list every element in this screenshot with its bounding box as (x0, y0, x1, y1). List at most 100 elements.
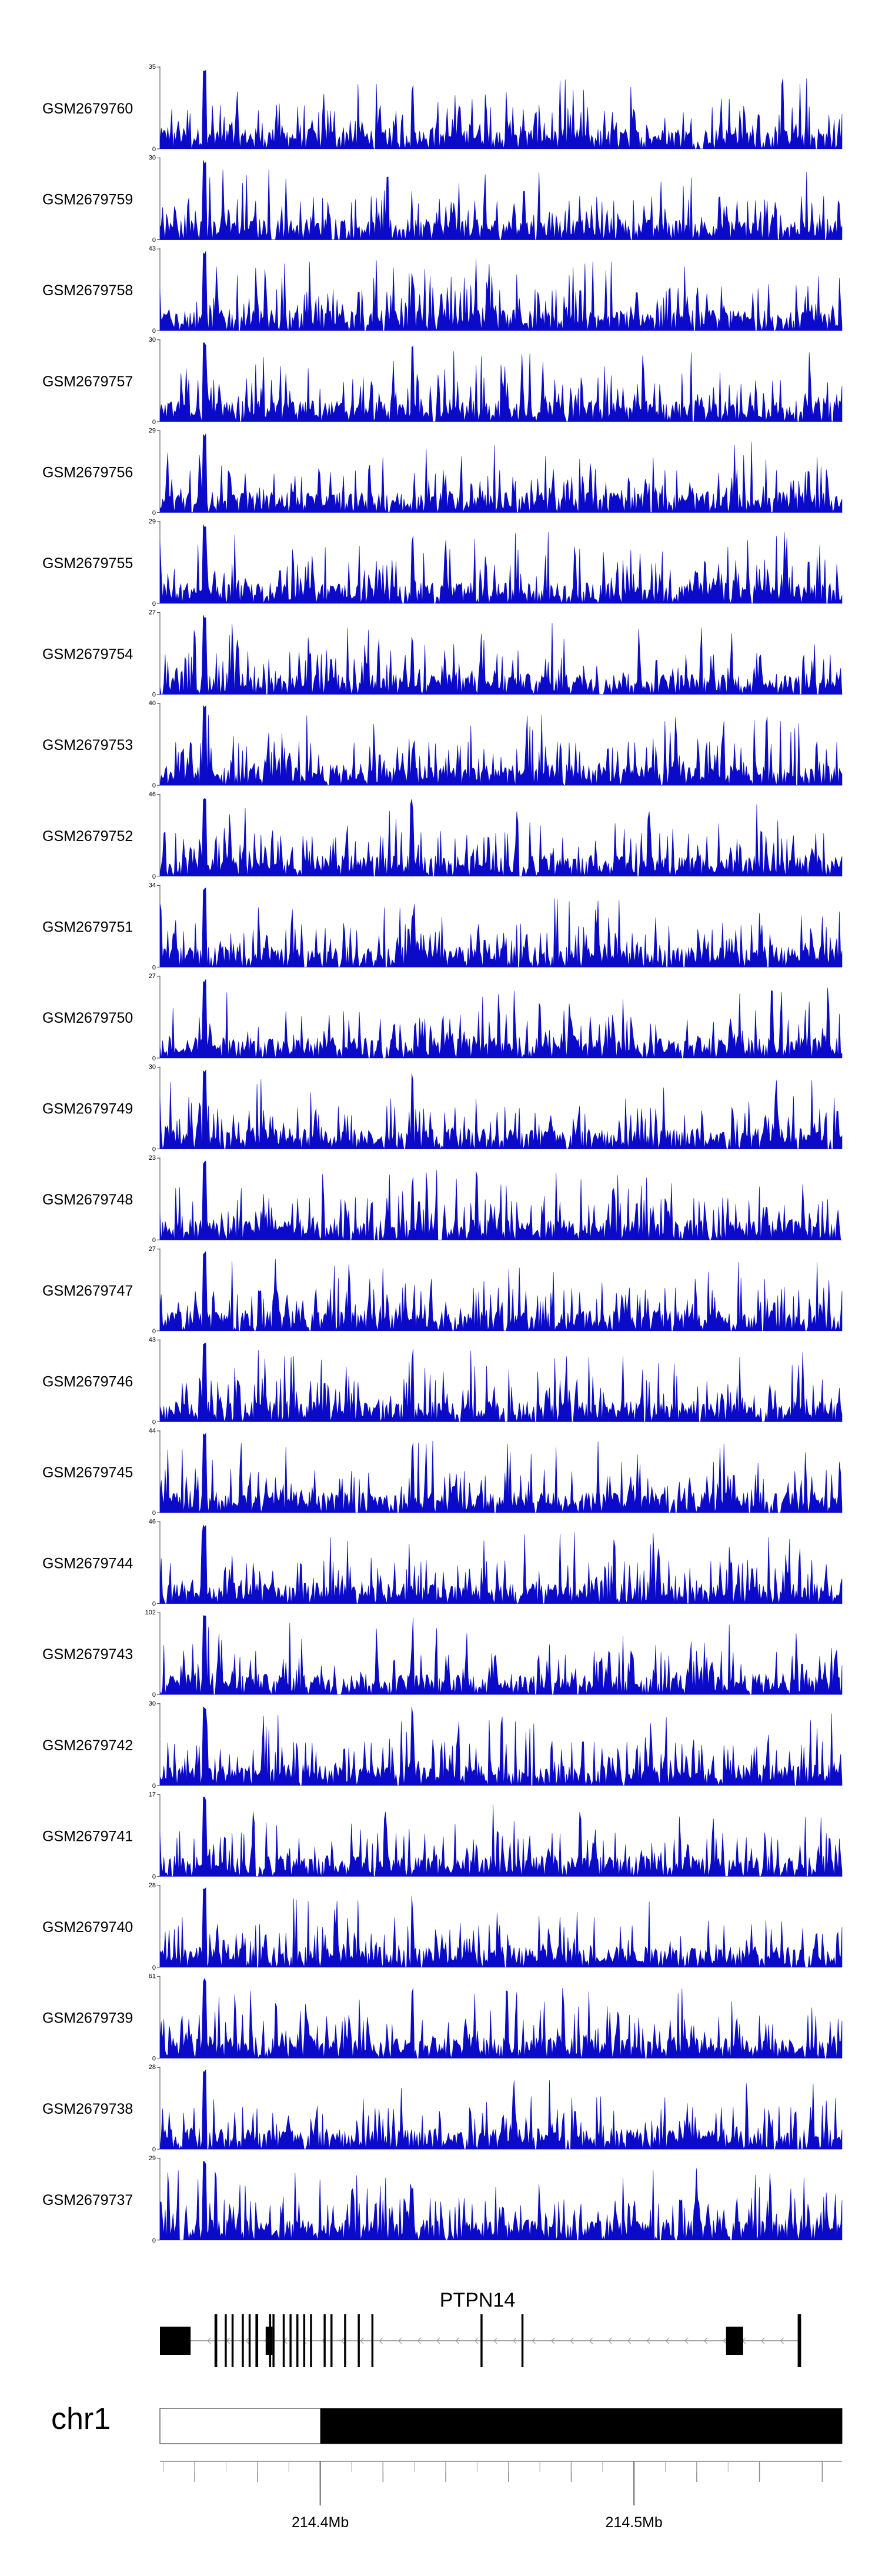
strand-arrow-icon (570, 2337, 574, 2344)
y-zero-label: 0 (152, 1510, 156, 1517)
strand-arrow-icon (532, 2337, 536, 2344)
coverage-track: GSM2679751 34 0 (42, 882, 843, 971)
y-zero-label: 0 (152, 600, 156, 608)
strand-arrow-icon (455, 2337, 459, 2344)
coverage-area (159, 1251, 843, 1332)
coverage-track: GSM2679741 17 0 (42, 1791, 843, 1880)
track-label: GSM2679739 (42, 2010, 133, 2027)
coverage-tracks: GSM2679760350GSM2679759300GSM2679758430G… (42, 64, 843, 2244)
exon (521, 2314, 524, 2367)
coverage-area (159, 1615, 843, 1696)
coverage-area (159, 979, 843, 1059)
strand-arrow-icon (398, 2337, 402, 2344)
y-zero-label: 0 (152, 873, 156, 880)
exon (323, 2314, 326, 2367)
strand-arrow-icon (723, 2337, 727, 2344)
y-max-label: 30 (149, 155, 156, 162)
y-max-label: 28 (149, 2064, 156, 2071)
coverage-area (159, 1524, 843, 1604)
coverage-area (159, 1342, 843, 1423)
y-max-label: 29 (149, 518, 156, 525)
coverage-track: GSM2679754 27 0 (42, 609, 843, 699)
exon (797, 2314, 801, 2367)
coverage-track: GSM2679742 30 0 (42, 1700, 843, 1790)
exon (310, 2314, 312, 2367)
y-max-label: 30 (149, 1064, 156, 1071)
track-label: GSM2679755 (42, 555, 133, 572)
coverage-track: GSM2679758 43 0 (42, 245, 843, 335)
track-label: GSM2679743 (42, 1646, 133, 1663)
track-label: GSM2679742 (42, 1737, 133, 1754)
strand-arrow-icon (780, 2337, 784, 2344)
y-max-label: 23 (149, 1154, 156, 1162)
coverage-track: GSM2679743 102 0 (42, 1609, 843, 1699)
coverage-area (159, 1069, 843, 1150)
coverage-track: GSM2679757 30 0 (42, 336, 843, 426)
strand-arrow-icon (665, 2337, 670, 2344)
track-label: GSM2679758 (42, 282, 133, 299)
gene-label: PTPN14 (440, 2289, 516, 2311)
coverage-area (159, 798, 843, 877)
track-label: GSM2679740 (42, 1919, 133, 1936)
y-max-label: 43 (149, 1336, 156, 1343)
strand-arrow-icon (360, 2337, 364, 2344)
y-zero-label: 0 (152, 2056, 156, 2063)
coverage-track: GSM2679737 29 0 (42, 2155, 843, 2244)
exon (282, 2314, 285, 2367)
strand-arrow-icon (684, 2337, 689, 2344)
exon (296, 2314, 299, 2367)
coverage-area (159, 615, 843, 695)
coverage-track: GSM2679760 35 0 (42, 64, 843, 153)
y-zero-label: 0 (152, 1146, 156, 1153)
coverage-area (159, 1796, 843, 1877)
strand-arrow-icon (207, 2337, 211, 2344)
track-label: GSM2679737 (42, 2192, 133, 2208)
exon (480, 2314, 483, 2367)
y-max-label: 30 (149, 1700, 156, 1707)
y-zero-label: 0 (152, 419, 156, 426)
coverage-area (159, 251, 843, 331)
exon (214, 2314, 218, 2367)
coverage-track: GSM2679756 29 0 (42, 427, 843, 516)
y-max-label: 30 (149, 336, 156, 343)
strand-arrow-icon (340, 2337, 345, 2344)
y-max-label: 27 (149, 1246, 156, 1253)
x-tick-label: 214.4Mb (292, 2514, 349, 2531)
y-max-label: 61 (149, 1973, 156, 1980)
track-label: GSM2679757 (42, 373, 133, 390)
exon (330, 2314, 333, 2367)
coverage-area (159, 2161, 843, 2241)
coverage-track: GSM2679747 27 0 (42, 1246, 843, 1335)
coverage-track: GSM2679740 28 0 (42, 1882, 843, 1971)
coverage-area (159, 2069, 843, 2150)
exon (269, 2314, 272, 2367)
track-label: GSM2679741 (42, 1828, 133, 1844)
track-label: GSM2679747 (42, 1283, 133, 1299)
strand-arrow-icon (475, 2337, 479, 2344)
track-label: GSM2679751 (42, 919, 133, 935)
y-max-label: 17 (149, 1791, 156, 1798)
coverage-track: GSM2679750 27 0 (42, 973, 843, 1062)
track-label: GSM2679749 (42, 1101, 133, 1117)
strand-arrow-icon (703, 2337, 708, 2344)
y-max-label: 40 (149, 700, 156, 707)
chromosome-label: chr1 (51, 2402, 111, 2436)
y-zero-label: 0 (152, 237, 156, 244)
y-zero-label: 0 (152, 1237, 156, 1244)
y-max-label: 29 (149, 427, 156, 434)
coverage-area (159, 1433, 843, 1513)
coverage-track: GSM2679738 28 0 (42, 2064, 843, 2153)
y-zero-label: 0 (152, 1055, 156, 1062)
y-max-label: 34 (149, 882, 156, 889)
strand-arrow-icon (589, 2337, 593, 2344)
exon (371, 2314, 374, 2367)
track-label: GSM2679759 (42, 192, 133, 208)
exon (255, 2314, 259, 2367)
y-zero-label: 0 (152, 2146, 156, 2153)
y-max-label: 46 (149, 791, 156, 798)
coverage-area (159, 1706, 843, 1786)
track-label: GSM2679752 (42, 828, 133, 845)
y-zero-label: 0 (152, 509, 156, 516)
y-max-label: 43 (149, 245, 156, 252)
